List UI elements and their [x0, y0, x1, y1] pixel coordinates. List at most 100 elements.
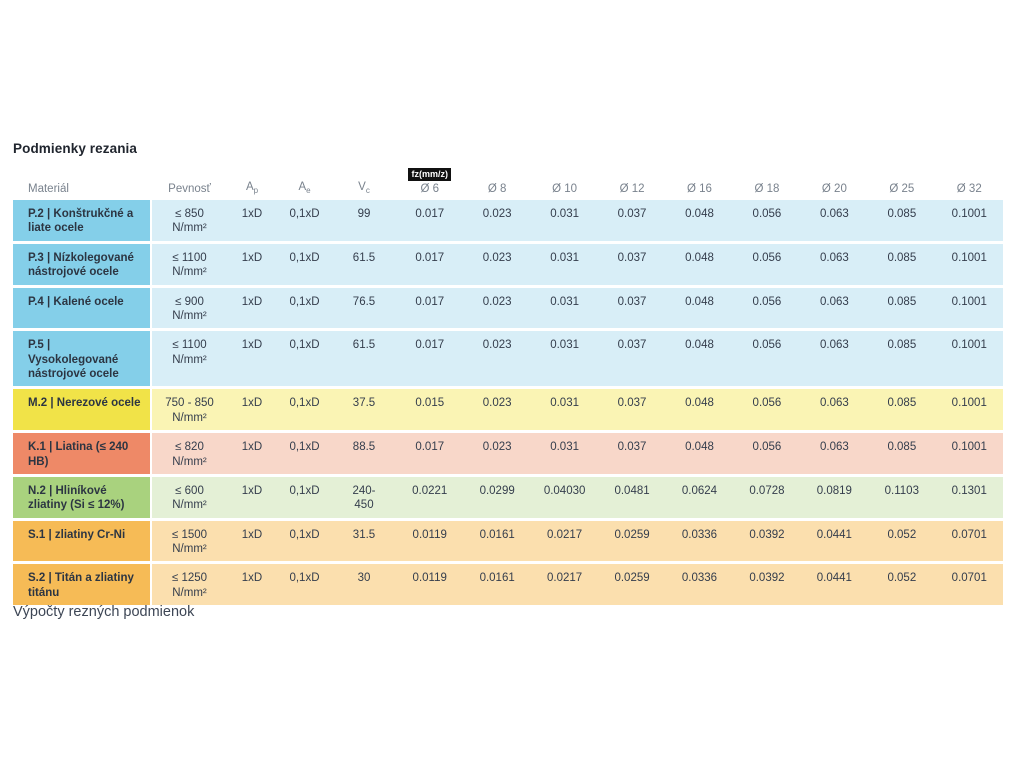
vc-cell: 37.5: [352, 397, 376, 410]
fz-cell-d6: 0.0119: [412, 572, 447, 585]
fz-cell-d8: 0.023: [482, 251, 512, 264]
table-row: P.4 | Kalené ocele ≤ 900 N/mm² 1xD 0,1xD…: [13, 287, 1003, 329]
fz-cell-d18: 0.056: [752, 295, 782, 308]
fz-cell-d16: 0.0336: [681, 528, 718, 541]
section-heading-calculations: Výpočty rezných podmienok: [13, 604, 195, 620]
table-row: K.1 | Liatina (≤ 240 HB) ≤ 820 N/mm² 1xD…: [13, 433, 1003, 474]
ae-cell: 0,1xD: [289, 397, 320, 410]
ap-symbol: A: [245, 181, 254, 193]
ae-symbol: A: [298, 181, 307, 193]
vc-cell: 30: [357, 572, 371, 585]
fz-cell-d10: 0.031: [550, 441, 579, 454]
fz-cell-d32: 0.0701: [951, 528, 987, 541]
ap-cell: 1xD: [241, 295, 263, 308]
fz-cell-d25: 0.085: [887, 441, 917, 454]
fz-cell-d18: 0.056: [752, 339, 782, 352]
col-header-material: Materiál: [28, 183, 69, 195]
col-header-diameter-18: Ø 18: [754, 183, 780, 195]
fz-cell-d10: 0.031: [550, 208, 579, 220]
strength-cell: ≤ 1100 N/mm²: [172, 251, 207, 279]
fz-cell-d20: 0.0819: [816, 484, 852, 497]
table-row: P.2 | Konštrukčné a liate ocele ≤ 850 N/…: [13, 200, 1003, 241]
fz-cell-d8: 0.0161: [479, 528, 515, 541]
fz-cell-d8: 0.0299: [479, 484, 515, 497]
fz-cell-d25: 0.085: [887, 208, 917, 220]
fz-cell-d25: 0.085: [887, 251, 917, 264]
material-cell: P.2 | Konštrukčné a liate ocele: [13, 200, 152, 241]
fz-cell-d32: 0.1001: [951, 441, 987, 454]
fz-cell-d20: 0.063: [819, 339, 849, 352]
material-cell: M.2 | Nerezové ocele: [13, 389, 152, 431]
material-cell: K.1 | Liatina (≤ 240 HB): [13, 433, 152, 474]
fz-cell-d6: 0.017: [415, 251, 445, 264]
vc-cell: 240- 450: [352, 484, 376, 512]
strength-cell: ≤ 850 N/mm²: [172, 208, 207, 235]
fz-cell-d12: 0.037: [617, 339, 647, 352]
ae-cell: 0,1xD: [289, 208, 320, 220]
col-header-diameter-6: fz(mm/z) Ø 6: [396, 168, 463, 197]
fz-cell-d18: 0.0728: [749, 484, 785, 497]
fz-cell-d25: 0.085: [887, 397, 917, 410]
ap-cell: 1xD: [241, 208, 263, 220]
fz-cell-d12: 0.037: [617, 251, 647, 264]
strength-cell: ≤ 600 N/mm²: [172, 484, 207, 512]
fz-cell-d20: 0.063: [819, 397, 849, 410]
vc-subscript: c: [365, 186, 370, 195]
vc-symbol: V: [358, 181, 366, 193]
vc-cell: 99: [357, 208, 371, 220]
col-header-vc: Vc: [332, 181, 396, 197]
ap-cell: 1xD: [241, 397, 263, 410]
ae-cell: 0,1xD: [289, 572, 320, 585]
fz-cell-d32: 0.1001: [951, 397, 987, 410]
col-header-diameter-16: Ø 16: [687, 183, 712, 195]
strength-cell: ≤ 900 N/mm²: [172, 295, 207, 322]
col-header-diameter-32: Ø 32: [956, 183, 982, 195]
fz-cell-d10: 0.031: [550, 295, 579, 308]
fz-cell-d32: 0.0701: [951, 572, 987, 585]
strength-cell: ≤ 1250 N/mm²: [171, 572, 208, 599]
fz-cell-d10: 0.031: [550, 339, 579, 352]
fz-cell-d10: 0.0217: [547, 528, 583, 541]
fz-cell-d20: 0.0441: [816, 572, 852, 585]
fz-cell-d8: 0.023: [482, 441, 512, 454]
ae-cell: 0,1xD: [289, 295, 320, 308]
ae-cell: 0,1xD: [289, 528, 320, 541]
fz-cell-d20: 0.063: [819, 208, 849, 220]
col-header-diameter-25: Ø 25: [889, 183, 915, 195]
fz-cell-d32: 0.1001: [951, 295, 987, 308]
ap-cell: 1xD: [241, 251, 263, 264]
fz-cell-d18: 0.0392: [749, 572, 785, 585]
fz-cell-d32: 0.1001: [951, 208, 987, 220]
fz-cell-d25: 0.1103: [884, 484, 919, 497]
fz-cell-d6: 0.017: [415, 208, 445, 220]
fz-unit-badge: fz(mm/z): [408, 168, 451, 181]
fz-cell-d6: 0.017: [415, 295, 445, 308]
strength-cell: 750 - 850 N/mm²: [165, 397, 214, 424]
vc-cell: 76.5: [352, 295, 376, 308]
fz-cell-d16: 0.048: [685, 339, 714, 352]
fz-cell-d25: 0.052: [887, 528, 917, 541]
material-cell: P.3 | Nízkolegované nástrojové ocele: [13, 243, 152, 285]
page-title: Podmienky rezania: [13, 141, 137, 156]
fz-cell-d8: 0.023: [482, 339, 512, 352]
table-row: N.2 | Hliníkové zliatiny (Si ≤ 12%) ≤ 60…: [13, 476, 1003, 518]
ae-cell: 0,1xD: [289, 339, 320, 352]
fz-cell-d12: 0.0481: [614, 484, 650, 497]
fz-cell-d18: 0.056: [752, 208, 782, 220]
ap-subscript: p: [253, 186, 259, 195]
fz-cell-d12: 0.037: [617, 295, 647, 308]
fz-cell-d25: 0.052: [887, 572, 917, 585]
col-header-strength: Pevnosť: [168, 183, 211, 195]
fz-cell-d16: 0.048: [685, 397, 714, 410]
diameter-label: Ø 6: [420, 183, 439, 195]
fz-cell-d18: 0.0392: [749, 528, 785, 541]
ap-cell: 1xD: [241, 528, 263, 541]
material-cell: S.2 | Titán a zliatiny titánu: [13, 564, 152, 606]
fz-cell-d8: 0.023: [482, 208, 512, 220]
fz-cell-d20: 0.063: [819, 441, 849, 454]
col-header-ap: Ap: [227, 181, 277, 197]
fz-cell-d16: 0.0624: [681, 484, 718, 497]
fz-cell-d12: 0.037: [617, 208, 647, 220]
ae-cell: 0,1xD: [289, 484, 320, 497]
